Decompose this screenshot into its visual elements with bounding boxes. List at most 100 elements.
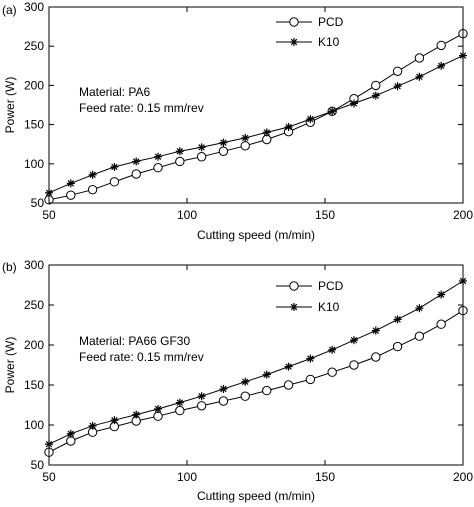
data-point-k10	[415, 72, 424, 81]
data-point-k10	[393, 82, 402, 91]
data-point-k10	[66, 179, 75, 188]
panel-label: (b)	[2, 260, 17, 274]
annotation-feed-rate: Feed rate: 0.15 mm/rev	[79, 101, 204, 115]
x-tick-labels: 50 100 150 200	[42, 265, 473, 484]
data-point-k10	[349, 336, 358, 345]
data-point-k10	[219, 138, 228, 147]
data-point-pcd	[436, 319, 446, 329]
data-point-k10	[154, 405, 163, 413]
y-tick-label: 150	[24, 118, 44, 132]
y-tick-labels: 50 100 150 200 250 300	[24, 258, 463, 472]
data-point-k10	[66, 429, 75, 438]
data-point-pcd	[262, 134, 272, 145]
data-point-pcd	[392, 341, 403, 352]
legend-marker-pcd	[289, 17, 299, 27]
data-point-k10	[241, 377, 250, 386]
x-tick-label: 150	[315, 208, 335, 222]
data-point-pcd	[283, 380, 294, 390]
annotation-feed-rate: Feed rate: 0.15 mm/rev	[79, 350, 204, 364]
y-tick-label: 300	[24, 0, 44, 14]
y-tick-label: 250	[24, 298, 44, 312]
y-tick-label: 250	[24, 39, 44, 53]
legend-label-pcd: PCD	[318, 279, 344, 293]
data-point-k10	[175, 398, 184, 407]
legend-label-k10: K10	[318, 35, 340, 49]
data-point-pcd	[153, 411, 163, 421]
series-line-k10	[48, 55, 464, 194]
data-point-k10	[284, 362, 293, 371]
data-point-pcd	[371, 80, 381, 91]
x-tick-label: 50	[42, 208, 56, 222]
panel-a: (a) 50 100 150 200 250 300 50 100 150 200 Cuttin…	[2, 0, 473, 242]
x-tick-label: 200	[453, 208, 473, 222]
data-point-k10	[306, 115, 315, 124]
data-point-pcd	[131, 169, 141, 179]
data-point-k10	[132, 410, 141, 419]
data-point-k10	[437, 61, 446, 70]
data-point-pcd	[109, 177, 120, 187]
data-point-k10	[175, 147, 184, 156]
data-point-pcd	[392, 66, 403, 76]
y-tick-label: 200	[24, 78, 44, 92]
y-tick-label: 200	[24, 338, 44, 352]
plot-frame	[48, 264, 464, 466]
data-point-k10	[132, 157, 141, 166]
data-point-k10	[328, 345, 337, 354]
data-point-pcd	[305, 374, 316, 385]
annotation-material: Material: PA6	[79, 85, 150, 99]
data-point-pcd	[66, 436, 76, 446]
data-point-pcd	[196, 152, 207, 162]
data-point-k10	[306, 354, 315, 363]
x-tick-labels: 50 100 150 200	[42, 7, 473, 222]
data-point-pcd	[414, 53, 425, 63]
x-tick-label: 100	[177, 208, 197, 222]
star-shape	[290, 38, 298, 46]
data-point-pcd	[87, 184, 98, 195]
data-point-k10	[284, 122, 293, 131]
x-tick-label: 200	[453, 470, 473, 484]
series-line-k10	[48, 280, 464, 445]
series-line-pcd	[48, 310, 464, 453]
data-point-k10	[241, 133, 250, 142]
legend-label-k10: K10	[318, 300, 340, 314]
plot-frame	[48, 6, 464, 204]
data-point-k10	[371, 326, 380, 335]
data-point-pcd	[196, 401, 207, 411]
data-point-pcd	[349, 360, 359, 370]
data-point-k10	[371, 91, 380, 100]
data-point-k10	[393, 315, 402, 324]
data-point-k10	[110, 162, 119, 171]
x-tick-label: 150	[315, 470, 335, 484]
x-tick-label: 50	[42, 470, 56, 484]
legend-marker-k10	[290, 38, 298, 46]
data-point-k10	[197, 392, 206, 401]
data-point-pcd	[175, 405, 185, 416]
data-point-k10	[88, 170, 97, 179]
x-axis-label: Cutting speed (m/min)	[197, 489, 315, 503]
data-point-k10	[349, 99, 358, 108]
legend-label-pcd: PCD	[318, 15, 344, 29]
data-point-k10	[197, 143, 206, 152]
data-point-pcd	[175, 156, 185, 167]
y-tick-label: 50	[31, 196, 45, 210]
data-point-pcd	[240, 391, 250, 401]
legend-marker-pcd	[289, 281, 299, 291]
data-point-pcd	[218, 146, 229, 156]
data-point-k10	[154, 152, 163, 161]
legend-marker-k10	[290, 303, 298, 311]
data-point-pcd	[262, 385, 272, 396]
series-line-pcd	[48, 33, 464, 201]
data-point-k10	[88, 421, 97, 430]
data-point-pcd	[153, 163, 163, 173]
panel-label: (a)	[2, 3, 17, 17]
annotation-material: Material: PA66 GF30	[79, 334, 190, 348]
data-point-pcd	[218, 396, 229, 406]
data-point-k10	[262, 128, 271, 137]
y-axis-label: Power (W)	[3, 337, 17, 394]
data-point-pcd	[240, 141, 250, 151]
x-axis-label: Cutting speed (m/min)	[197, 228, 315, 242]
y-tick-label: 100	[24, 418, 44, 432]
y-tick-label: 50	[31, 458, 45, 472]
y-tick-label: 150	[24, 378, 44, 392]
panel-b: (b) 50 100 150 200 250 300 50 100 150 200 Cuttin…	[2, 258, 473, 503]
